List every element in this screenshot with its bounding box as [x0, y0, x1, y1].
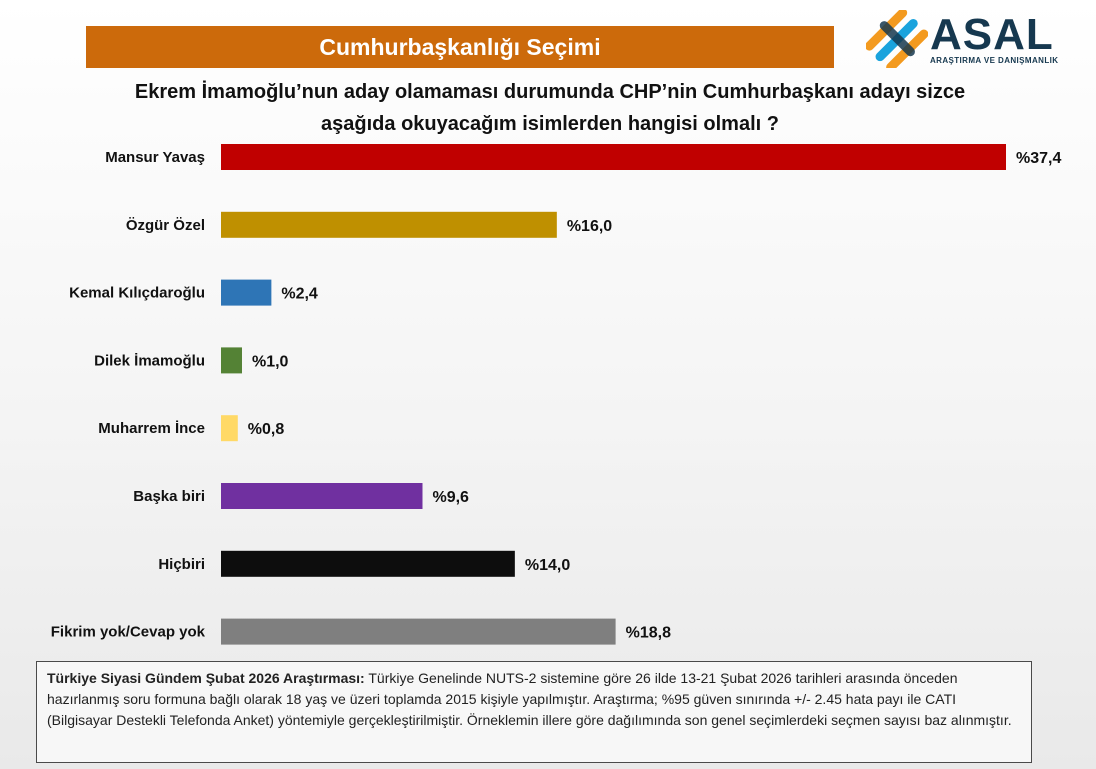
logo-wordmark: ASAL: [930, 10, 1054, 59]
asal-logo-mark-icon: [864, 8, 929, 72]
category-label: Hiçbiri: [158, 556, 205, 573]
question-line-1: Ekrem İmamoğlu’nun aday olamaması durumu…: [134, 81, 966, 103]
survey-question: Ekrem İmamoğlu’nun aday olamaması durumu…: [60, 76, 1040, 140]
chart-title-banner: Cumhurbaşkanlığı Seçimi: [86, 26, 834, 68]
value-label: %2,4: [281, 286, 318, 303]
bar: [221, 211, 557, 238]
value-label: %1,0: [252, 353, 289, 370]
methodology-note: Türkiye Siyasi Gündem Şubat 2026 Araştır…: [36, 661, 1032, 763]
bar: [221, 144, 1006, 170]
horizontal-bar-chart: Mansur Yavaş %37,4 Özgür Özel %16,0 Kemal Kı…: [51, 144, 1061, 645]
bar: [221, 618, 616, 645]
category-label: Dilek İmamoğlu: [94, 352, 205, 369]
asal-logo: ASAL ARAŞTIRMA VE DANIŞMANLIK: [864, 8, 1066, 72]
category-label: Kemal Kılıçdaroğlu: [69, 285, 205, 302]
bar: [221, 483, 423, 509]
category-label: Başka biri: [133, 488, 205, 505]
value-label: %37,4: [1016, 150, 1061, 167]
bar: [221, 347, 242, 374]
value-label: %9,6: [432, 489, 469, 506]
methodology-note-title: Türkiye Siyasi Gündem Şubat 2026 Araştır…: [47, 670, 365, 686]
category-label: Özgür Özel: [126, 217, 205, 234]
bar: [221, 550, 515, 577]
value-label: %18,8: [626, 625, 671, 642]
logo-tagline: ARAŞTIRMA VE DANIŞMANLIK: [930, 56, 1059, 65]
bar: [221, 415, 238, 442]
category-label: Muharrem İnce: [98, 420, 205, 437]
category-label: Fikrim yok/Cevap yok: [51, 624, 206, 641]
question-line-2: aşağıda okuyacağım isimlerden hangisi ol…: [321, 113, 779, 135]
value-label: %16,0: [567, 218, 612, 235]
bar: [221, 279, 272, 306]
value-label: %14,0: [525, 557, 570, 574]
methodology-note-text: Türkiye Genelinde NUTS-2 sistemine göre …: [47, 670, 1012, 728]
value-label: %0,8: [248, 421, 285, 438]
category-label: Mansur Yavaş: [105, 149, 205, 166]
